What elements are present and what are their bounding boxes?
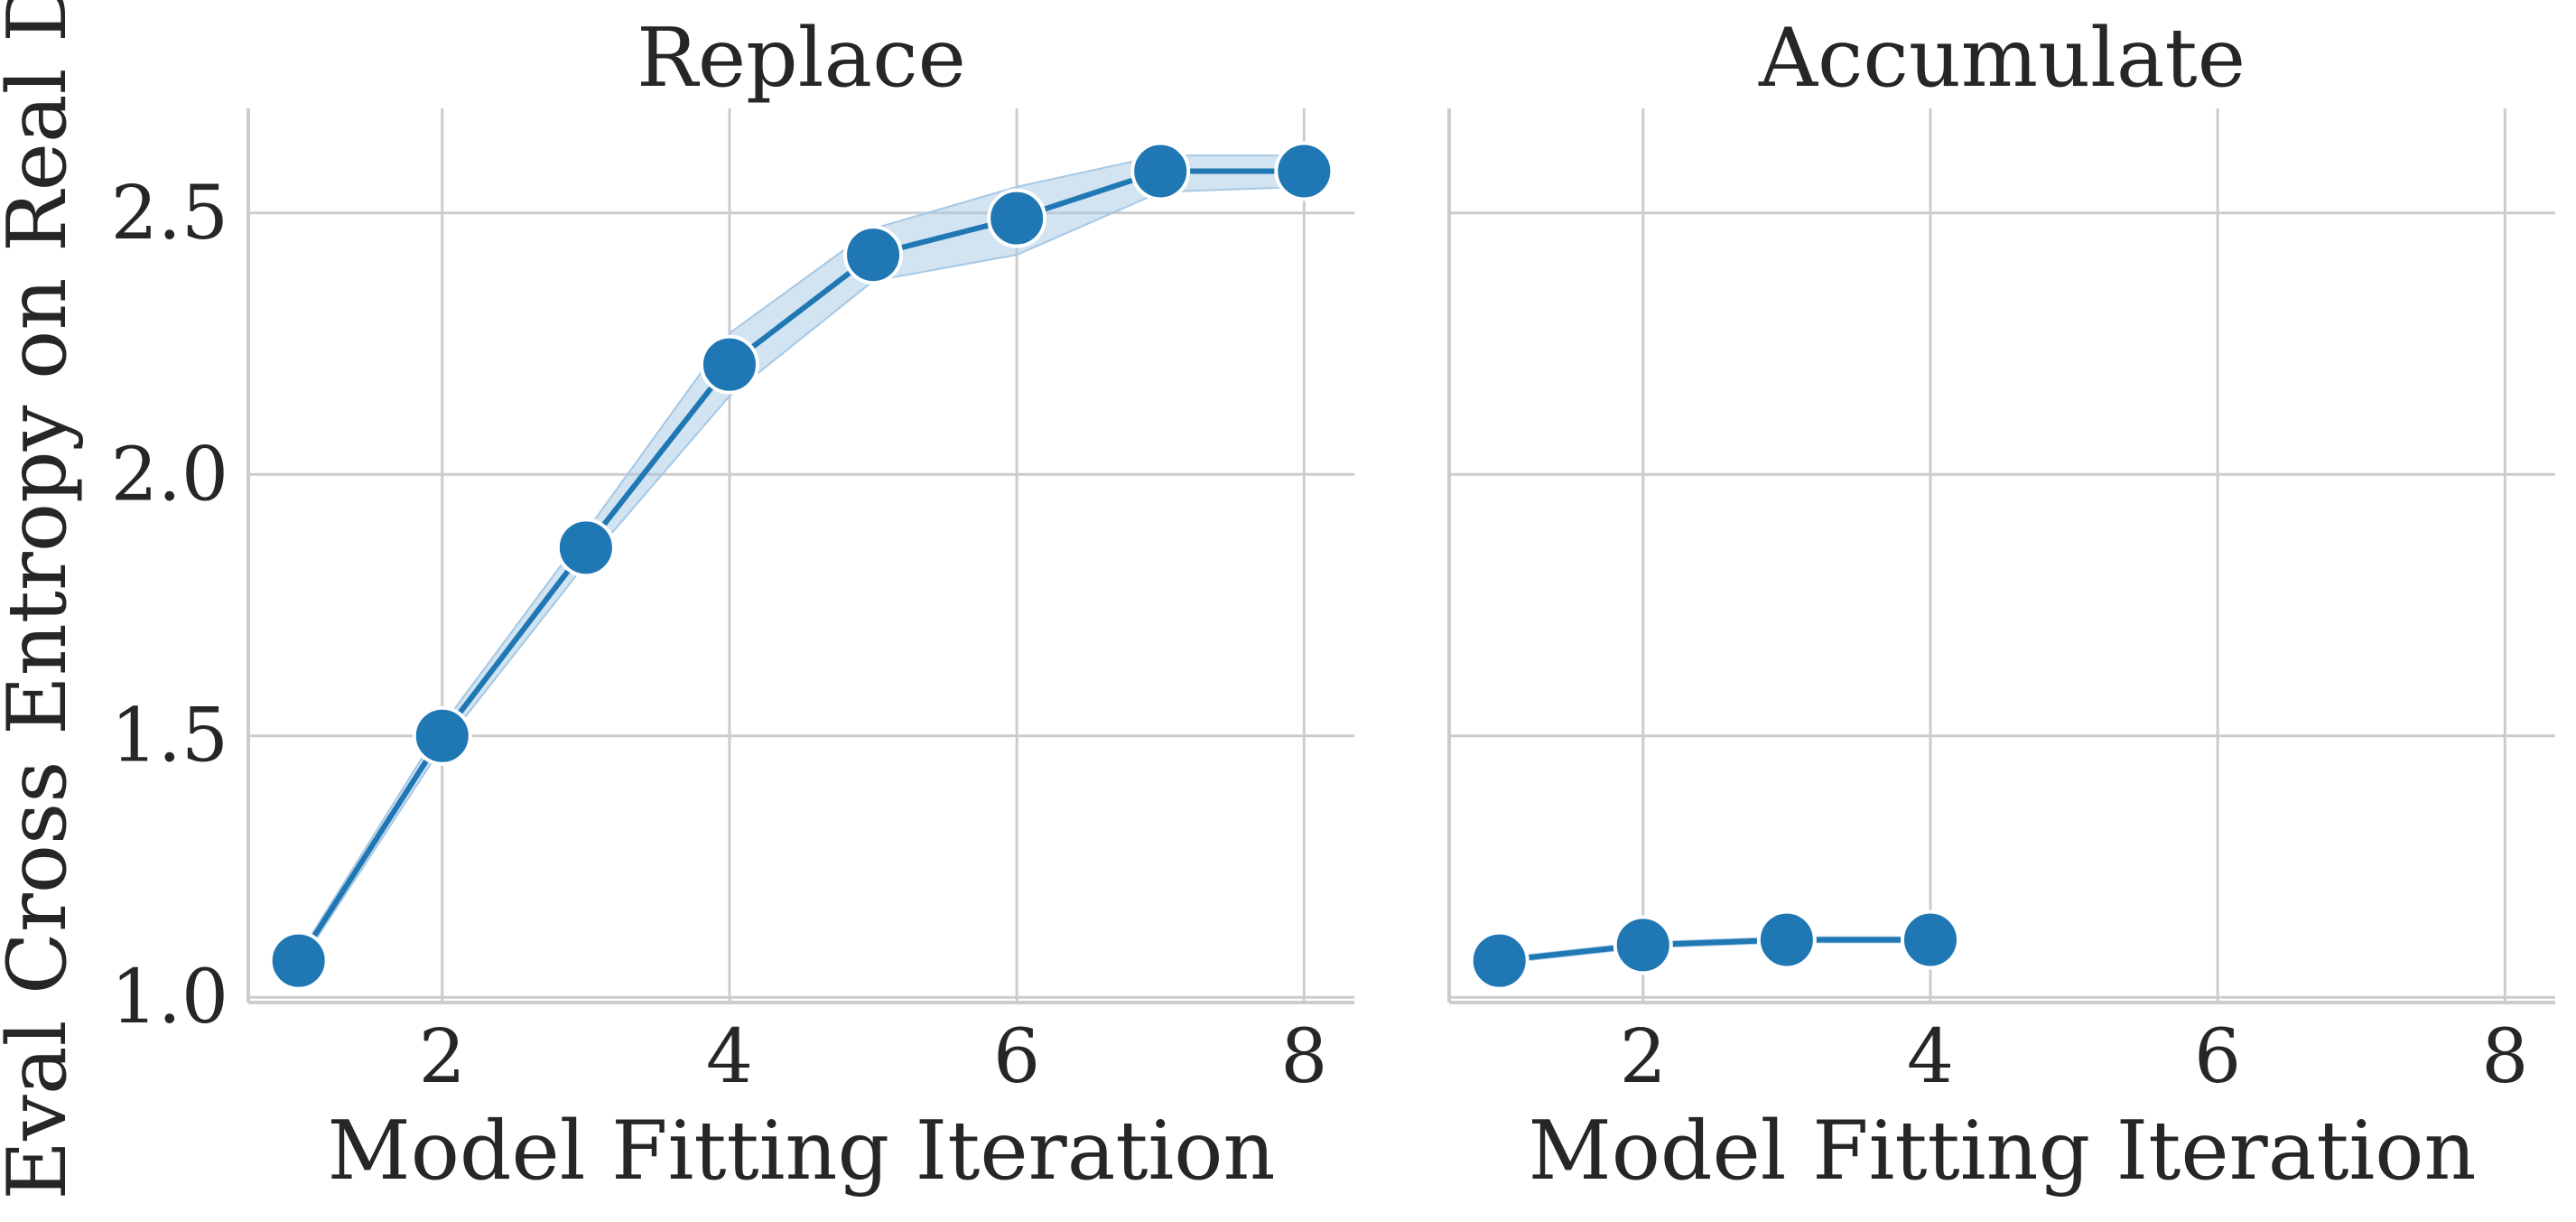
y-tick-label: 2.5 bbox=[111, 171, 228, 257]
data-point bbox=[987, 188, 1047, 248]
x-tick-label: 6 bbox=[993, 1014, 1040, 1100]
x-tick-label: 6 bbox=[2194, 1014, 2241, 1100]
data-point bbox=[1756, 910, 1817, 970]
x-tick-label: 8 bbox=[1280, 1014, 1327, 1100]
y-tick-label: 2.0 bbox=[111, 432, 228, 518]
x-axis-label: Model Fitting Iteration bbox=[328, 1104, 1276, 1199]
data-point bbox=[1130, 141, 1191, 201]
data-point bbox=[843, 225, 904, 285]
confidence-band bbox=[297, 154, 1306, 969]
x-tick-label: 4 bbox=[706, 1014, 753, 1100]
y-tick-label: 1.5 bbox=[111, 694, 228, 779]
x-tick-label: 4 bbox=[1907, 1014, 1954, 1100]
series-line bbox=[1499, 937, 1930, 964]
y-tick-label: 1.0 bbox=[111, 955, 228, 1040]
x-tick-label: 8 bbox=[2481, 1014, 2528, 1100]
data-point bbox=[1613, 915, 1673, 975]
data-point bbox=[699, 334, 759, 395]
panel-1: 2 4 6 8 Accumulate Model Fitting Iteration bbox=[1447, 11, 2555, 1199]
data-point bbox=[268, 930, 329, 991]
data-point bbox=[1469, 930, 1530, 991]
panel-0: 1.0 1.5 2.0 2.5 2 4 6 8 Replace Model Fitting Ite… bbox=[111, 11, 1354, 1199]
y-axis-label: Eval Cross Entropy on Real Data bbox=[0, 0, 85, 1200]
x-tick-label: 2 bbox=[1620, 1014, 1667, 1100]
data-point bbox=[1900, 910, 1960, 970]
x-axis-label: Model Fitting Iteration bbox=[1529, 1104, 2477, 1199]
data-point bbox=[412, 705, 472, 766]
data-point bbox=[1274, 141, 1334, 201]
x-tick-label: 2 bbox=[419, 1014, 466, 1100]
data-point bbox=[555, 518, 616, 578]
panel-title: Accumulate bbox=[1758, 11, 2246, 106]
panel-title: Replace bbox=[637, 11, 966, 106]
